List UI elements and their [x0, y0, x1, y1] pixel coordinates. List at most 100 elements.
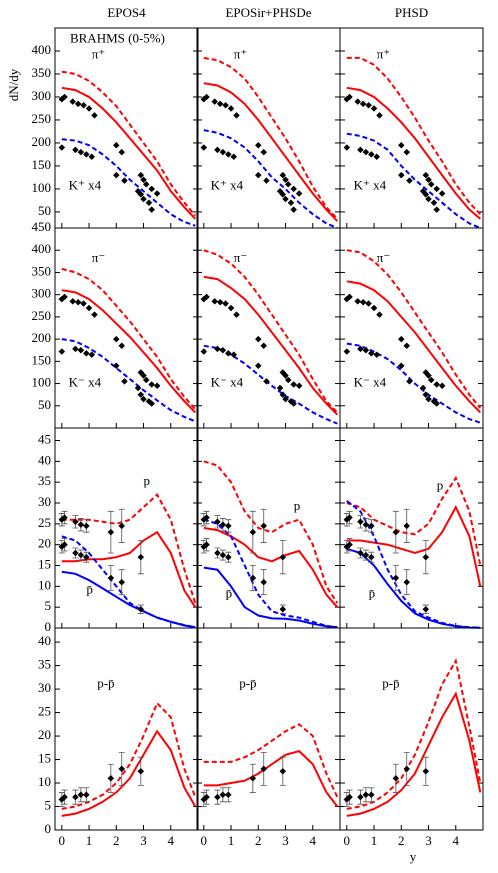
data-point: [203, 541, 210, 549]
curve: [346, 658, 482, 810]
data-point: [392, 574, 400, 582]
data-point: [282, 176, 289, 184]
y-tick-label: 0: [45, 821, 52, 836]
data-point: [72, 793, 79, 801]
data-point: [422, 191, 430, 198]
data-point: [82, 349, 90, 357]
curve: [346, 500, 481, 629]
x-tick-label: 0: [344, 833, 351, 848]
curve: [61, 70, 197, 217]
data-point: [430, 199, 438, 207]
curve-label: K⁺ x4: [211, 178, 244, 193]
y-tick-label: 100: [32, 375, 52, 390]
data-point: [112, 335, 120, 343]
data-point: [58, 144, 66, 151]
curve: [346, 691, 482, 817]
panel-frame: [54, 227, 199, 429]
curve-label: π⁺: [234, 47, 247, 62]
y-tick-label: 250: [32, 111, 52, 126]
data-point: [433, 381, 441, 388]
data-point: [61, 793, 68, 801]
data-point: [61, 541, 68, 549]
x-tick-label: 1: [228, 833, 235, 848]
x-axis-label: y: [410, 849, 417, 864]
data-point: [249, 574, 257, 582]
data-point: [354, 297, 362, 305]
curve-label: K⁺ x4: [354, 178, 387, 193]
data-point: [254, 141, 262, 149]
data-point: [69, 297, 77, 305]
data-point: [85, 304, 93, 312]
data-point: [276, 384, 284, 392]
y-tick-label: 450: [32, 219, 52, 234]
data-point: [279, 171, 287, 179]
data-point: [284, 180, 292, 188]
data-point: [367, 553, 375, 561]
curve: [346, 86, 481, 220]
data-point: [82, 151, 90, 158]
data-point: [88, 351, 96, 359]
data-point: [427, 376, 435, 384]
data-point: [148, 185, 156, 193]
data-point: [397, 141, 405, 149]
data-point: [279, 605, 287, 613]
y-tick-label: 150: [32, 157, 52, 172]
data-point: [249, 528, 257, 536]
y-tick-label: 400: [32, 241, 52, 256]
data-point: [118, 765, 126, 773]
data-point: [137, 767, 145, 775]
curve-label: π⁺: [92, 47, 105, 62]
data-point: [72, 345, 79, 353]
data-point: [359, 100, 367, 108]
curve: [346, 280, 482, 414]
data-point: [153, 382, 161, 390]
data-point: [148, 400, 156, 407]
data-point: [367, 349, 375, 357]
data-point: [214, 549, 221, 557]
data-point: [279, 191, 287, 198]
data-point: [295, 382, 303, 390]
data-point: [118, 522, 126, 530]
curve: [346, 342, 481, 424]
data-point: [219, 791, 227, 799]
data-point: [263, 377, 270, 385]
curve: [203, 723, 339, 798]
x-tick-label: 0: [59, 833, 66, 848]
y-tick-label: 50: [38, 203, 51, 218]
data-point: [425, 372, 432, 379]
y-tick-label: 10: [38, 774, 51, 789]
panel-frame: [196, 627, 341, 831]
data-point: [61, 514, 68, 521]
data-point: [403, 342, 411, 350]
data-point: [211, 297, 219, 305]
y-tick-label: 350: [32, 65, 52, 80]
data-point: [260, 578, 268, 586]
curve-label: p: [144, 473, 151, 488]
curve-label: p: [294, 498, 301, 513]
data-point: [346, 514, 353, 521]
data-point: [367, 151, 375, 158]
data-point: [74, 100, 82, 108]
data-point: [58, 348, 66, 355]
data-point: [137, 391, 145, 399]
data-point: [219, 551, 227, 559]
data-point: [77, 521, 85, 529]
data-point: [438, 382, 446, 390]
panel-frame: [54, 627, 199, 831]
data-point: [61, 293, 68, 301]
curve-label: K⁻ x4: [354, 375, 387, 390]
x-tick-label: 3: [425, 833, 432, 848]
data-point: [118, 578, 126, 586]
curve: [61, 530, 197, 608]
column-title: EPOS4: [107, 5, 146, 20]
data-point: [406, 177, 413, 184]
data-point: [260, 342, 268, 350]
x-tick-label: 2: [398, 833, 405, 848]
curve-label: p-p̄: [382, 675, 399, 690]
curve: [203, 82, 339, 222]
x-tick-label: 0: [201, 833, 208, 848]
data-point: [142, 376, 150, 384]
x-tick-label: 2: [113, 833, 120, 848]
curve: [346, 504, 482, 587]
data-point: [425, 195, 432, 203]
